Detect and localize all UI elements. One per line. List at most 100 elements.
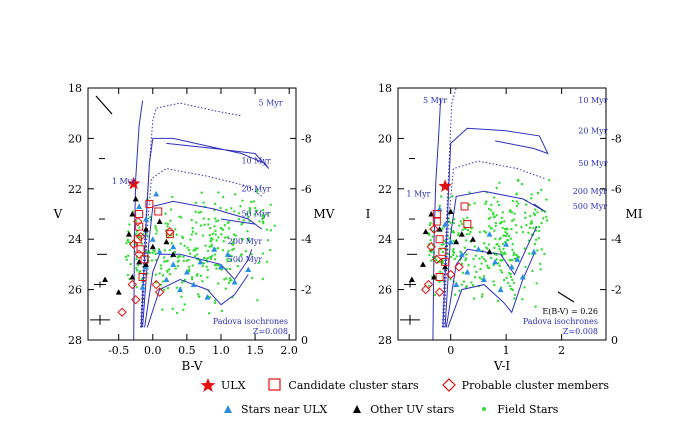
field-star-point — [493, 246, 496, 250]
legend-label-other-uv: Other UV stars — [370, 402, 455, 416]
field-star-point — [266, 213, 269, 216]
isochrone-200-myr — [445, 226, 538, 328]
field-star-point — [493, 215, 496, 218]
field-star-point — [428, 254, 431, 257]
field-star-point — [487, 243, 491, 246]
field-star-point — [185, 259, 188, 263]
isochrone-label: 50 Myr — [578, 159, 607, 168]
isochrone-label: 10 Myr — [578, 96, 607, 105]
field-star-point — [480, 295, 484, 298]
field-star-point — [178, 215, 181, 218]
field-star-point — [175, 233, 178, 236]
field-star-point — [250, 253, 253, 256]
ulx-point — [127, 176, 141, 190]
x-tick-label: 1.5 — [246, 344, 264, 357]
field-star-point — [545, 198, 548, 201]
field-star-point — [498, 238, 501, 241]
field-star-point — [467, 264, 470, 267]
field-star-point — [182, 255, 185, 259]
red-open-square-icon — [267, 378, 283, 392]
near-ulx-point — [503, 241, 510, 247]
field-star-point — [189, 238, 192, 241]
field-star-point — [509, 275, 513, 279]
field-star-point — [547, 179, 551, 182]
candidate-cluster-point — [438, 247, 447, 256]
other-uv-point — [125, 231, 132, 237]
field-star-point — [236, 264, 240, 268]
field-star-point — [440, 243, 443, 247]
field-star-point — [166, 225, 169, 228]
other-uv-point — [469, 236, 476, 242]
field-star-point — [465, 253, 468, 256]
field-star-point — [504, 230, 507, 234]
field-star-point — [269, 248, 272, 252]
field-star-point — [511, 219, 514, 223]
field-star-point — [166, 287, 170, 290]
field-star-point — [495, 243, 498, 246]
near-ulx-point — [508, 263, 515, 270]
field-star-point — [245, 212, 248, 216]
isochrone-5-myr — [140, 102, 242, 328]
field-star-point — [540, 221, 543, 225]
field-star-point — [187, 268, 191, 271]
field-star-point — [261, 252, 265, 255]
near-ulx-point — [453, 281, 460, 288]
note-line: E(B-V) = 0.26 — [542, 307, 598, 316]
field-star-point — [161, 308, 164, 311]
field-star-point — [213, 258, 217, 261]
isochrone-label: 10 Myr — [241, 157, 270, 166]
field-star-point — [226, 221, 230, 225]
field-star-point — [163, 249, 167, 252]
field-star-point — [219, 206, 222, 210]
field-star-point — [215, 267, 218, 270]
field-star-point — [540, 248, 543, 251]
field-star-point — [183, 244, 186, 248]
field-star-point — [135, 269, 139, 272]
field-star-point — [513, 293, 517, 296]
field-star-point — [429, 221, 432, 225]
field-star-point — [150, 259, 154, 262]
field-star-point — [210, 239, 213, 243]
field-star-point — [523, 211, 527, 214]
isochrone-50-myr — [142, 200, 263, 328]
near-ulx-point — [458, 251, 465, 257]
field-star-point — [211, 232, 215, 236]
field-star-point — [482, 242, 486, 245]
near-ulx-point — [163, 276, 170, 283]
field-star-point — [480, 277, 483, 281]
field-star-point — [505, 232, 509, 236]
field-star-point — [226, 260, 229, 263]
x-axis-label: B-V — [182, 359, 203, 372]
field-star-point — [535, 282, 538, 285]
x-tick-label: 2.0 — [280, 344, 298, 357]
field-star-point — [452, 239, 455, 243]
near-ulx-point — [177, 286, 184, 293]
field-star-point — [500, 271, 504, 274]
field-star-point — [190, 277, 194, 281]
black-triangle-icon — [349, 402, 365, 416]
field-star-point — [452, 248, 455, 251]
probable-member-point — [434, 287, 445, 297]
field-star-point — [465, 239, 468, 242]
field-star-point — [187, 258, 190, 262]
plot-frame — [397, 87, 607, 341]
field-star-point — [536, 191, 540, 195]
field-star-point — [201, 234, 205, 237]
isochrone-label: 200 Myr — [228, 237, 263, 246]
field-star-point — [441, 250, 445, 254]
field-star-point — [494, 221, 498, 225]
field-star-point — [250, 200, 253, 204]
field-star-point — [530, 193, 533, 196]
field-star-point — [433, 293, 437, 297]
other-uv-point — [453, 238, 460, 245]
x-tick-label: -0.5 — [108, 344, 129, 357]
field-star-point — [481, 293, 484, 296]
field-star-point — [501, 226, 504, 230]
candidate-cluster-point — [136, 245, 145, 254]
field-star-point — [255, 188, 258, 191]
other-uv-point — [142, 226, 149, 232]
field-star-point — [507, 234, 511, 238]
field-star-point — [269, 229, 273, 232]
field-star-point — [206, 276, 209, 279]
field-star-point — [452, 221, 456, 225]
